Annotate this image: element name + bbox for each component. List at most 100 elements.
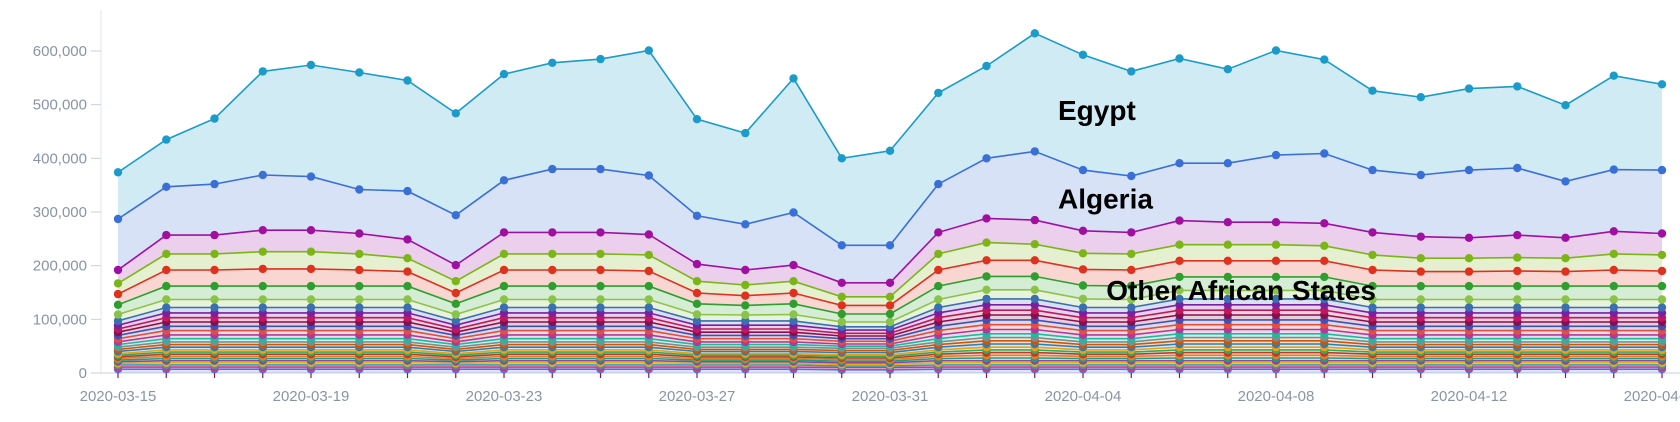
other-african-states-point[interactable] — [1078, 226, 1088, 235]
series-20-point[interactable] — [306, 303, 316, 312]
series-23-point[interactable] — [1513, 266, 1522, 276]
series-20-point[interactable] — [113, 316, 123, 326]
series-22-point[interactable] — [499, 281, 509, 291]
series-22-point[interactable] — [982, 272, 991, 281]
series-23-point[interactable] — [1223, 256, 1233, 265]
series-23-point[interactable] — [596, 265, 605, 275]
series-21-point[interactable] — [1657, 295, 1667, 304]
algeria-point[interactable] — [1513, 163, 1522, 173]
series-24-point[interactable] — [692, 277, 702, 286]
other-african-states-point[interactable] — [355, 229, 364, 238]
series-23-point[interactable] — [1464, 267, 1474, 276]
other-african-states-point[interactable] — [837, 278, 846, 287]
series-21-point[interactable] — [113, 310, 123, 319]
series-24-point[interactable] — [1368, 250, 1377, 260]
series-21-point[interactable] — [1416, 295, 1426, 304]
algeria-point[interactable] — [306, 172, 316, 181]
algeria-point[interactable] — [1657, 165, 1667, 175]
series-19-point[interactable] — [1030, 300, 1040, 309]
algeria-point[interactable] — [1320, 149, 1329, 158]
series-21-point[interactable] — [885, 317, 895, 327]
series-20-point[interactable] — [741, 316, 750, 326]
series-20-point[interactable] — [982, 294, 991, 304]
series-20-point[interactable] — [692, 316, 702, 326]
series-22-point[interactable] — [1513, 281, 1522, 291]
egypt-point[interactable] — [1127, 67, 1136, 76]
egypt-point[interactable] — [982, 61, 991, 71]
algeria-point[interactable] — [837, 241, 846, 250]
algeria-point[interactable] — [403, 186, 412, 196]
series-20-point[interactable] — [1175, 294, 1184, 304]
other-african-states-point[interactable] — [210, 230, 219, 240]
series-23-point[interactable] — [1127, 265, 1136, 275]
other-african-states-point[interactable] — [113, 265, 123, 275]
series-24-point[interactable] — [451, 277, 460, 286]
egypt-point[interactable] — [644, 46, 653, 55]
algeria-point[interactable] — [885, 241, 895, 250]
algeria-point[interactable] — [789, 208, 798, 217]
egypt-point[interactable] — [1464, 84, 1474, 93]
other-african-states-point[interactable] — [258, 226, 267, 235]
series-22-point[interactable] — [1368, 281, 1377, 291]
other-african-states-point[interactable] — [789, 260, 798, 270]
series-22-point[interactable] — [1657, 281, 1667, 291]
series-21-point[interactable] — [499, 295, 509, 304]
series-24-point[interactable] — [934, 249, 943, 259]
series-20-point[interactable] — [1416, 303, 1426, 312]
series-20-point[interactable] — [596, 303, 605, 312]
series-20-point[interactable] — [1223, 294, 1233, 304]
series-24-point[interactable] — [1320, 241, 1329, 250]
series-19-point[interactable] — [1271, 300, 1281, 309]
series-24-point[interactable] — [644, 250, 653, 260]
series-24-point[interactable] — [355, 249, 364, 259]
series-24-point[interactable] — [162, 249, 171, 259]
series-22-point[interactable] — [644, 281, 653, 291]
series-22-point[interactable] — [403, 281, 412, 291]
series-21-point[interactable] — [1223, 286, 1233, 295]
series-24-point[interactable] — [1416, 254, 1426, 263]
other-african-states-point[interactable] — [1271, 218, 1281, 227]
series-24-point[interactable] — [403, 254, 412, 263]
series-20-point[interactable] — [258, 303, 267, 312]
egypt-point[interactable] — [210, 114, 219, 123]
algeria-point[interactable] — [210, 179, 219, 189]
series-22-point[interactable] — [1223, 272, 1233, 282]
series-21-point[interactable] — [1030, 285, 1040, 294]
series-24-point[interactable] — [596, 249, 605, 259]
series-24-point[interactable] — [499, 249, 509, 259]
series-24-point[interactable] — [1127, 249, 1136, 259]
other-african-states-point[interactable] — [885, 278, 895, 287]
series-22-point[interactable] — [548, 281, 557, 291]
egypt-point[interactable] — [692, 115, 702, 124]
series-22-point[interactable] — [741, 301, 750, 310]
series-24-point[interactable] — [258, 247, 267, 256]
series-21-point[interactable] — [162, 295, 171, 304]
series-23-point[interactable] — [982, 256, 991, 265]
egypt-point[interactable] — [1368, 86, 1377, 95]
algeria-point[interactable] — [355, 185, 364, 194]
series-22-point[interactable] — [1175, 272, 1184, 282]
series-21-point[interactable] — [548, 295, 557, 304]
series-21-point[interactable] — [403, 295, 412, 304]
egypt-point[interactable] — [403, 76, 412, 85]
series-22-point[interactable] — [355, 281, 364, 291]
series-21-point[interactable] — [1175, 286, 1184, 295]
other-african-states-point[interactable] — [499, 228, 509, 237]
series-21-point[interactable] — [258, 295, 267, 304]
algeria-point[interactable] — [113, 214, 123, 224]
series-24-point[interactable] — [1030, 240, 1040, 249]
series-23-point[interactable] — [355, 265, 364, 275]
other-african-states-point[interactable] — [1464, 233, 1474, 242]
series-24-point[interactable] — [1561, 254, 1570, 263]
series-24-point[interactable] — [306, 247, 316, 256]
algeria-point[interactable] — [499, 176, 509, 185]
egypt-point[interactable] — [1657, 80, 1667, 89]
other-african-states-point[interactable] — [1127, 228, 1136, 237]
series-20-point[interactable] — [1127, 303, 1136, 312]
egypt-point[interactable] — [1320, 55, 1329, 64]
egypt-point[interactable] — [885, 146, 895, 155]
series-23-point[interactable] — [258, 264, 267, 274]
series-22-point[interactable] — [789, 299, 798, 308]
series-22-point[interactable] — [837, 309, 846, 319]
series-23-point[interactable] — [1271, 256, 1281, 265]
